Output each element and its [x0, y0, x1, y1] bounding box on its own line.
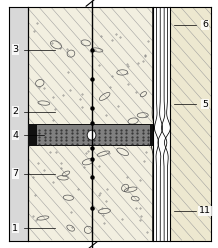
Text: 2: 2: [12, 107, 18, 116]
Text: 1: 1: [12, 224, 18, 233]
Text: 11: 11: [199, 206, 211, 215]
Bar: [170, 7, 211, 241]
Text: 5: 5: [202, 100, 208, 109]
Bar: [9, 7, 28, 241]
Text: 6: 6: [202, 20, 208, 29]
Circle shape: [87, 130, 96, 140]
Bar: [28, 7, 153, 241]
Text: 3: 3: [12, 45, 18, 54]
Text: 7: 7: [12, 169, 18, 178]
Bar: [37, 125, 150, 145]
Bar: [28, 124, 153, 146]
Text: 4: 4: [12, 131, 18, 140]
